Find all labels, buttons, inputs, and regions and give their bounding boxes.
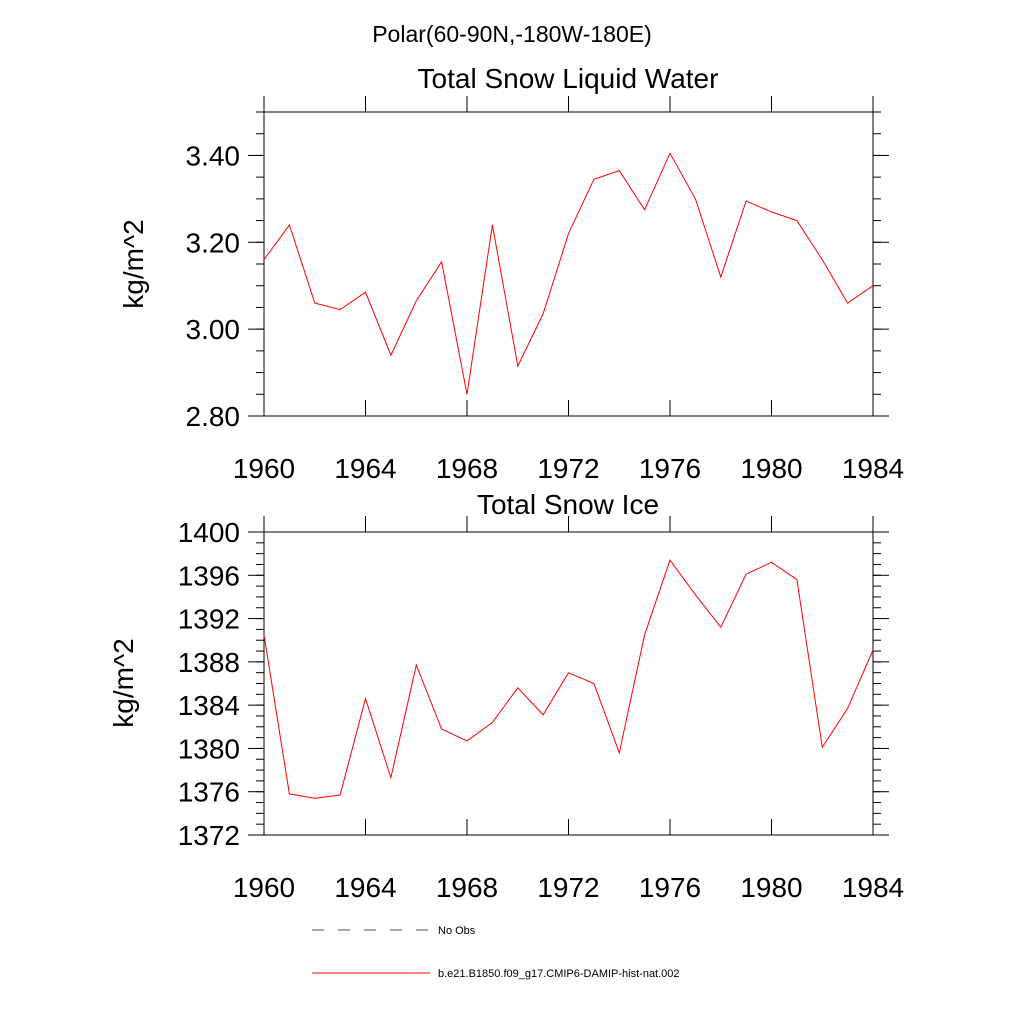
x-tick-label: 1964 — [334, 453, 396, 484]
series-line — [263, 152, 874, 395]
chart-panel-snow-ice: Total Snow Ice kg/m^2 1960 1964 1968 1972 19… — [108, 489, 904, 903]
x-tick-label: 1976 — [639, 872, 701, 903]
y-tick-label: 1380 — [178, 733, 240, 764]
legend: No Obs b.e21.B1850.f09_g17.CMIP6-DAMIP-h… — [312, 925, 680, 980]
y-axis-label: kg/m^2 — [108, 638, 139, 727]
legend-label-model: b.e21.B1850.f09_g17.CMIP6-DAMIP-hist-nat… — [438, 968, 680, 980]
figure-suptitle: Polar(60-90N,-180W-180E) — [372, 21, 652, 47]
x-tick-label: 1972 — [537, 453, 599, 484]
y-axis-label: kg/m^2 — [118, 219, 149, 308]
x-tick-label: 1968 — [436, 453, 498, 484]
y-tick-label: 1400 — [178, 517, 240, 548]
x-tick-label: 1980 — [740, 872, 802, 903]
y-tick-label: 3.20 — [186, 227, 241, 258]
x-tick-label: 1964 — [334, 872, 396, 903]
chart-panel-snow-liquid-water: Total Snow Liquid Water kg/m^2 1960 1964 1… — [118, 63, 904, 484]
x-tick-label: 1972 — [537, 872, 599, 903]
x-tick-label: 1984 — [842, 453, 904, 484]
y-tick-label: 1376 — [178, 777, 240, 808]
x-tick-label: 1984 — [842, 872, 904, 903]
y-tick-label: 1396 — [178, 560, 240, 591]
x-tick-label: 1960 — [233, 453, 295, 484]
y-tick-label: 1384 — [178, 690, 240, 721]
legend-label-no-obs: No Obs — [438, 925, 476, 937]
chart-title: Total Snow Ice — [477, 489, 659, 520]
series-line — [263, 559, 874, 799]
x-tick-label: 1968 — [436, 872, 498, 903]
plot-frame — [263, 531, 874, 836]
y-tick-label: 3.00 — [186, 314, 241, 345]
x-tick-label: 1980 — [740, 453, 802, 484]
y-tick-label: 1388 — [178, 647, 240, 678]
y-tick-label: 2.80 — [186, 401, 241, 432]
y-tick-label: 1372 — [178, 820, 240, 851]
y-tick-label: 1392 — [178, 604, 240, 635]
chart-title: Total Snow Liquid Water — [418, 63, 719, 94]
x-tick-label: 1960 — [233, 872, 295, 903]
y-tick-label: 3.40 — [186, 140, 241, 171]
plot-frame — [263, 111, 874, 417]
x-tick-label: 1976 — [639, 453, 701, 484]
